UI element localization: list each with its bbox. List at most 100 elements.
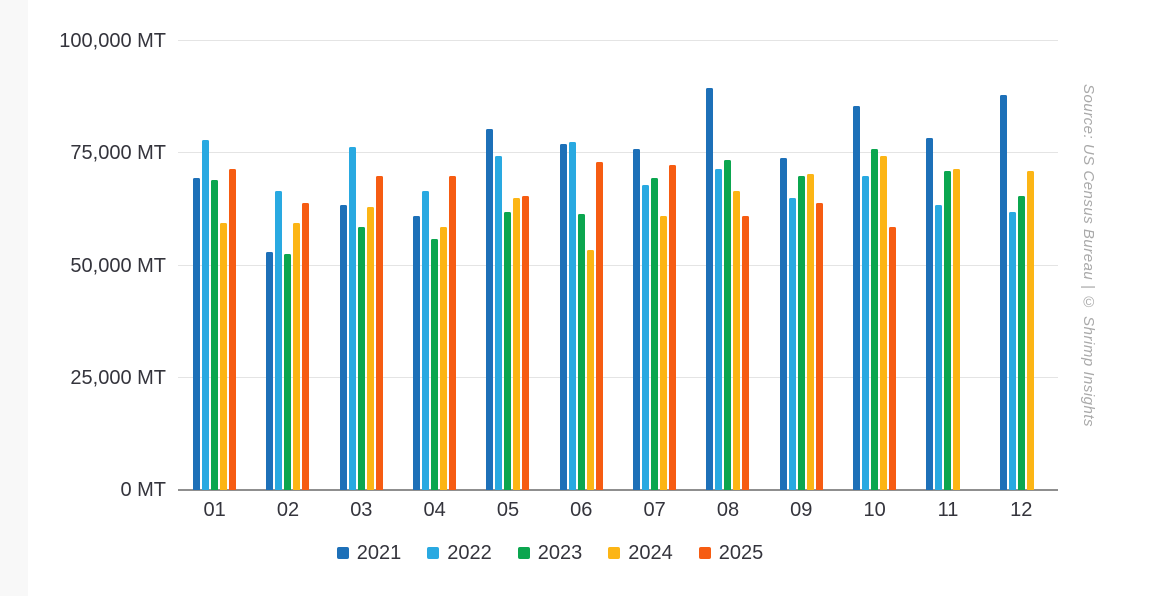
month-group-08: [691, 41, 764, 490]
bar-2022-11[interactable]: [935, 204, 943, 490]
month-group-05: [471, 41, 544, 490]
bar-2024-10[interactable]: [880, 155, 888, 490]
bar-2022-01[interactable]: [202, 139, 210, 490]
bar-groups: [178, 41, 1058, 490]
month-group-07: [618, 41, 691, 490]
bar-2025-09[interactable]: [815, 202, 823, 490]
bar-2023-04[interactable]: [431, 238, 439, 490]
bar-2023-11[interactable]: [944, 171, 952, 490]
bar-2021-03[interactable]: [339, 204, 347, 490]
bar-2022-08[interactable]: [715, 169, 723, 490]
bar-2024-04[interactable]: [440, 227, 448, 490]
month-group-10: [838, 41, 911, 490]
bar-2022-09[interactable]: [788, 198, 796, 490]
bar-2023-06[interactable]: [577, 213, 585, 490]
legend-item-2021[interactable]: 2021: [336, 542, 402, 564]
legend-item-2025[interactable]: 2025: [698, 542, 764, 564]
bar-2025-04[interactable]: [449, 175, 457, 490]
x-tick-label-12: 12: [1010, 499, 1033, 521]
bar-2022-10[interactable]: [862, 175, 870, 490]
legend-swatch-icon: [698, 547, 711, 559]
x-tick-label-03: 03: [350, 499, 373, 521]
x-tick-label-09: 09: [790, 499, 813, 521]
plot-area: [178, 40, 1058, 491]
month-group-01: [178, 41, 251, 490]
bar-2022-03[interactable]: [348, 146, 356, 490]
x-tick-label-05: 05: [496, 499, 520, 521]
bar-2023-12[interactable]: [1017, 195, 1025, 490]
bar-2025-05[interactable]: [522, 195, 530, 490]
bar-2024-03[interactable]: [366, 207, 374, 490]
y-tick-label-0: 0 MT: [120, 479, 166, 501]
month-group-12: [985, 41, 1058, 490]
legend-swatch-icon: [517, 547, 530, 559]
bar-2023-05[interactable]: [504, 211, 512, 490]
x-tick-label-04: 04: [423, 499, 446, 521]
x-tick-label-02: 02: [276, 499, 300, 521]
left-margin-strip: [0, 0, 28, 596]
legend-swatch-icon: [608, 547, 621, 559]
bar-2024-11[interactable]: [953, 169, 961, 490]
y-tick-label-50000: 50,000 MT: [70, 254, 166, 277]
month-group-03: [325, 41, 398, 490]
bar-2022-06[interactable]: [568, 142, 576, 490]
bar-2024-09[interactable]: [806, 173, 814, 490]
bar-2022-12[interactable]: [1008, 211, 1016, 490]
bar-2021-11[interactable]: [926, 137, 934, 490]
legend-item-2024[interactable]: 2024: [608, 542, 673, 564]
bar-2021-12[interactable]: [999, 94, 1007, 490]
month-group-02: [251, 41, 324, 490]
bar-2022-02[interactable]: [275, 191, 283, 490]
bar-2022-07[interactable]: [642, 184, 650, 490]
bar-2021-07[interactable]: [633, 148, 641, 490]
bar-2021-10[interactable]: [853, 106, 861, 490]
bar-2024-02[interactable]: [293, 222, 301, 490]
x-axis-labels: 01 02 03 04 05 06 07 08 09 10 11 12: [178, 497, 1058, 523]
legend-swatch-icon: [427, 547, 440, 559]
bar-2023-02[interactable]: [284, 254, 292, 490]
source-note: Source: US Census Bureau | © Shrimp Insi…: [1080, 84, 1097, 428]
legend-item-2023[interactable]: 2023: [517, 542, 582, 564]
bar-2021-04[interactable]: [413, 216, 421, 490]
month-group-09: [765, 41, 838, 490]
month-group-06: [545, 41, 618, 490]
bar-2023-09[interactable]: [797, 175, 805, 490]
bar-2025-08[interactable]: [742, 216, 750, 490]
bar-2025-10[interactable]: [889, 227, 897, 490]
bar-2023-01[interactable]: [211, 180, 219, 490]
x-tick-label-01: 01: [203, 499, 226, 521]
bar-2022-04[interactable]: [422, 191, 430, 490]
bar-2025-01[interactable]: [229, 169, 237, 490]
bar-2025-07[interactable]: [669, 164, 677, 490]
bar-2025-06[interactable]: [595, 162, 603, 490]
bar-2023-10[interactable]: [871, 148, 879, 490]
gridline-25000: [178, 376, 1058, 378]
bar-2024-01[interactable]: [220, 222, 228, 490]
legend-label: 2024: [628, 542, 673, 564]
bar-2025-03[interactable]: [375, 175, 383, 490]
bar-2024-12[interactable]: [1026, 171, 1034, 490]
bar-2023-03[interactable]: [357, 227, 365, 490]
bar-2024-07[interactable]: [660, 216, 668, 490]
bar-2024-05[interactable]: [513, 198, 521, 490]
bar-2021-05[interactable]: [486, 128, 494, 490]
gridline-0: [178, 489, 1058, 491]
bar-2025-02[interactable]: [302, 202, 310, 490]
bar-2021-06[interactable]: [559, 144, 567, 490]
legend-label: 2021: [356, 542, 402, 564]
y-axis-labels: 0 MT 25,000 MT 50,000 MT 75,000 MT 100,000 M…: [0, 30, 166, 501]
legend-item-2022[interactable]: 2022: [427, 542, 492, 564]
bar-2021-02[interactable]: [266, 252, 274, 490]
bar-2024-08[interactable]: [733, 191, 741, 490]
y-tick-label-75000: 75,000 MT: [70, 142, 166, 165]
bar-2023-07[interactable]: [651, 177, 659, 490]
bar-2021-09[interactable]: [779, 157, 787, 490]
bar-2022-05[interactable]: [495, 155, 503, 490]
bar-2021-08[interactable]: [706, 88, 714, 490]
legend-label: 2025: [718, 542, 764, 564]
bar-2023-08[interactable]: [724, 160, 732, 490]
bar-2021-01[interactable]: [193, 177, 201, 490]
bar-2024-06[interactable]: [586, 249, 594, 490]
legend-swatch-icon: [336, 547, 349, 559]
